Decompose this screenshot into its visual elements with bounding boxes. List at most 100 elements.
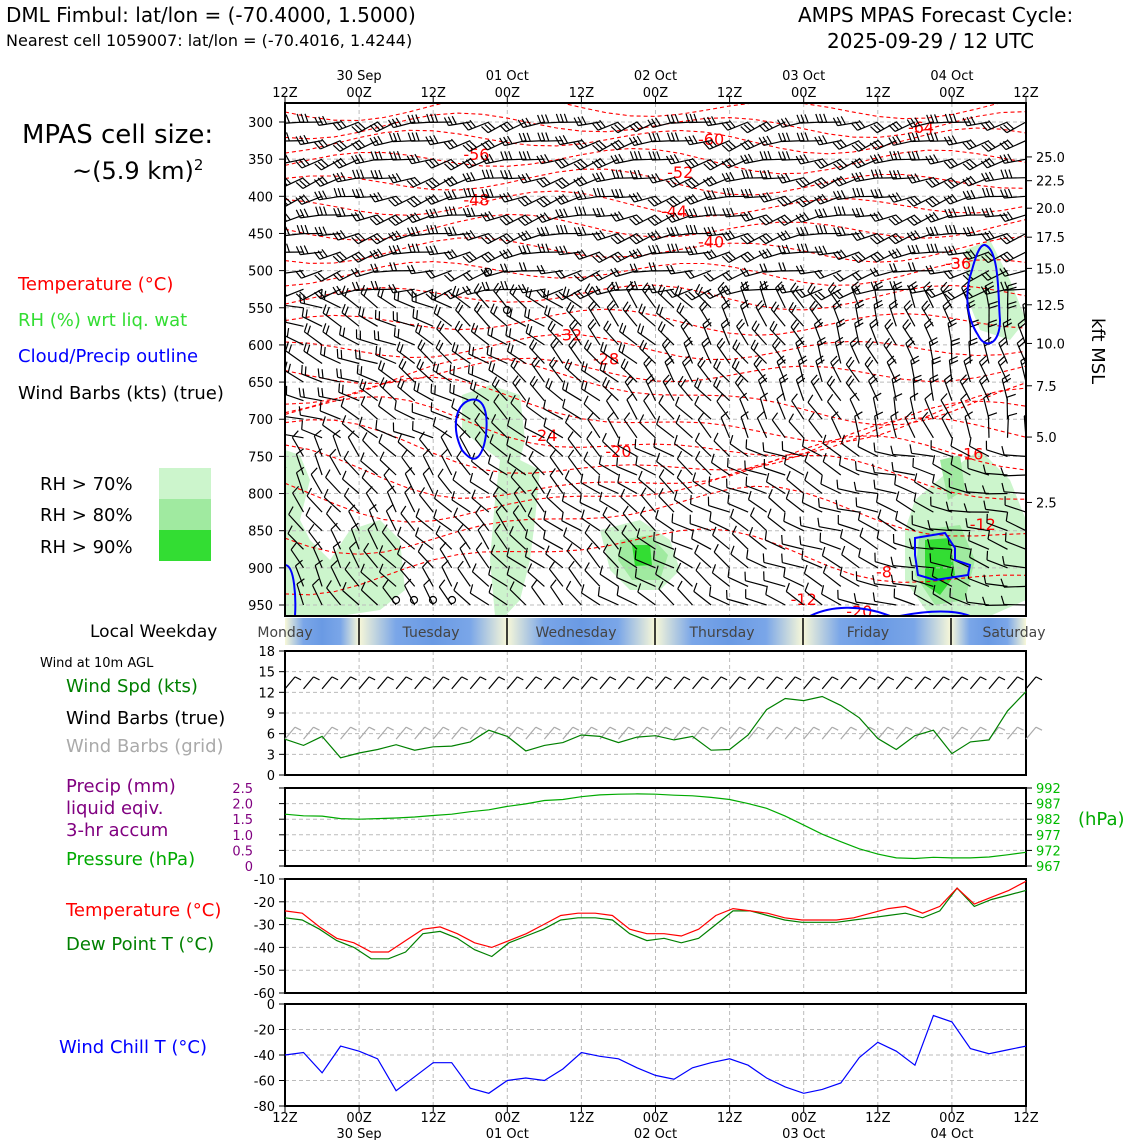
wind-barb-shaft bbox=[285, 350, 304, 364]
wind-barb-flag bbox=[961, 281, 969, 289]
wind-barb-flag bbox=[325, 469, 331, 478]
wind-barb-flag bbox=[595, 253, 604, 262]
wind-barb-flag bbox=[567, 449, 575, 458]
wind-barb-flag bbox=[740, 142, 748, 151]
wind-barb-flag bbox=[396, 150, 402, 160]
wind-barb-shaft bbox=[709, 595, 730, 606]
wind-barb-flag bbox=[263, 174, 268, 182]
wind-barb-flag bbox=[354, 124, 363, 132]
wind-barb-flag bbox=[702, 178, 710, 187]
wind-barb-flag bbox=[393, 151, 398, 161]
wind-barb-flag bbox=[543, 176, 551, 185]
wind-barb-flag bbox=[748, 526, 754, 536]
temperature-tick-label: -60 bbox=[254, 987, 275, 1002]
temperature-tick-label: -20 bbox=[254, 896, 275, 911]
wind-barb-flag bbox=[317, 387, 320, 397]
wind-barb-flag bbox=[1000, 189, 1005, 199]
wind-barb-shaft bbox=[567, 438, 582, 457]
kft-tick-label: 10.0 bbox=[1036, 337, 1065, 352]
wind-barb-shaft bbox=[598, 484, 619, 495]
wind-barb-flag bbox=[688, 245, 694, 255]
wind-barb-flag bbox=[373, 136, 380, 146]
wind-barb-flag bbox=[465, 231, 473, 240]
wind-barb-flag bbox=[648, 262, 653, 272]
wind-barb-flag bbox=[665, 290, 673, 298]
wind-barb-flag bbox=[745, 476, 748, 486]
wind-barb-flag bbox=[910, 216, 918, 224]
wind-barb-flag bbox=[832, 142, 840, 150]
wind-barb-flag bbox=[314, 163, 322, 171]
wind-barb-flag bbox=[910, 118, 917, 127]
wind-barb-shaft bbox=[330, 529, 342, 550]
wind-barb-shaft bbox=[716, 400, 731, 420]
weekday-band-segment bbox=[951, 618, 1026, 645]
wind-barb-flag bbox=[267, 361, 270, 370]
surface-wind-barb bbox=[784, 676, 796, 690]
wind-barb-flag bbox=[495, 504, 503, 513]
wind-barb-flag bbox=[540, 198, 548, 206]
wind-barb-flag bbox=[323, 346, 326, 357]
wind-barb-flag bbox=[853, 481, 857, 491]
wind-barb-flag bbox=[378, 169, 383, 179]
wind-barb-flag bbox=[809, 286, 816, 295]
wind-barb-flag bbox=[312, 541, 321, 549]
wind-barb-flag bbox=[564, 470, 570, 479]
wind-barb-shaft bbox=[932, 593, 953, 606]
wind-barb-shaft bbox=[712, 534, 730, 550]
wind-barb-shaft bbox=[412, 214, 434, 224]
wind-barb-flag bbox=[821, 585, 825, 595]
wind-barb-flag bbox=[454, 344, 459, 354]
wind-barb-shaft bbox=[456, 457, 471, 476]
top-tick-label: 12Z bbox=[420, 86, 446, 101]
bottom-date-label: 02 Oct bbox=[634, 1127, 677, 1140]
wind-barb-flag bbox=[703, 142, 710, 150]
wind-barb-flag bbox=[623, 412, 631, 421]
wind-barb-flag bbox=[273, 561, 279, 568]
wind-barb-flag bbox=[333, 188, 338, 197]
wind-barb-flag bbox=[629, 281, 635, 290]
wind-barb-flag bbox=[452, 226, 457, 236]
wind-barb-flag bbox=[835, 340, 845, 347]
wind-barb-flag bbox=[417, 543, 424, 552]
wind-barb-shaft bbox=[640, 494, 656, 513]
wind-barb-flag bbox=[332, 541, 341, 548]
wind-barb-flag bbox=[763, 151, 768, 160]
wind-barb-flag bbox=[540, 154, 546, 164]
wind-barb-flag bbox=[399, 561, 406, 570]
wind-barb-shaft bbox=[691, 538, 712, 550]
wind-barb-flag bbox=[988, 301, 998, 305]
surface-wind-barb-flag bbox=[665, 726, 672, 731]
wind-barb-shaft bbox=[285, 140, 286, 142]
wind-barb-flag bbox=[648, 151, 653, 161]
wind-barb-flag bbox=[768, 489, 773, 498]
surface-wind-barb bbox=[451, 726, 463, 740]
wind-barb-flag bbox=[728, 140, 737, 148]
surface-wind-barb bbox=[729, 726, 741, 740]
wind-barb-flag bbox=[592, 255, 600, 263]
pressure-tick-label: 400 bbox=[248, 190, 273, 205]
wind-barb-flag bbox=[602, 506, 608, 516]
wind-barb-flag bbox=[396, 341, 401, 351]
wind-barb-flag bbox=[688, 269, 695, 278]
wind-barb-shaft bbox=[892, 582, 915, 587]
wind-barb-shaft bbox=[296, 583, 305, 606]
wind-barb-flag bbox=[279, 133, 282, 142]
wind-barb-flag bbox=[673, 434, 678, 444]
wind-barb-flag bbox=[890, 556, 894, 566]
wind-barb-flag bbox=[379, 451, 385, 461]
hpa-unit: (hPa) bbox=[1078, 809, 1125, 830]
pressure-tick-label: 987 bbox=[1036, 798, 1061, 813]
wind-barb-flag bbox=[683, 336, 692, 344]
wind-barb-flag bbox=[819, 224, 824, 234]
wind-barb-flag bbox=[720, 411, 729, 418]
wind-barb-shaft bbox=[791, 400, 805, 420]
wind-barb-flag bbox=[966, 161, 974, 169]
wind-barb-flag bbox=[743, 141, 751, 149]
wind-barb-flag bbox=[656, 415, 661, 425]
wind-barb-flag bbox=[854, 318, 863, 324]
wind-barb-flag bbox=[301, 364, 303, 374]
wind-barb-flag bbox=[391, 216, 400, 224]
wind-barb-flag bbox=[704, 321, 712, 329]
wind-barb-shaft bbox=[505, 334, 527, 346]
wind-barb-flag bbox=[517, 174, 524, 184]
